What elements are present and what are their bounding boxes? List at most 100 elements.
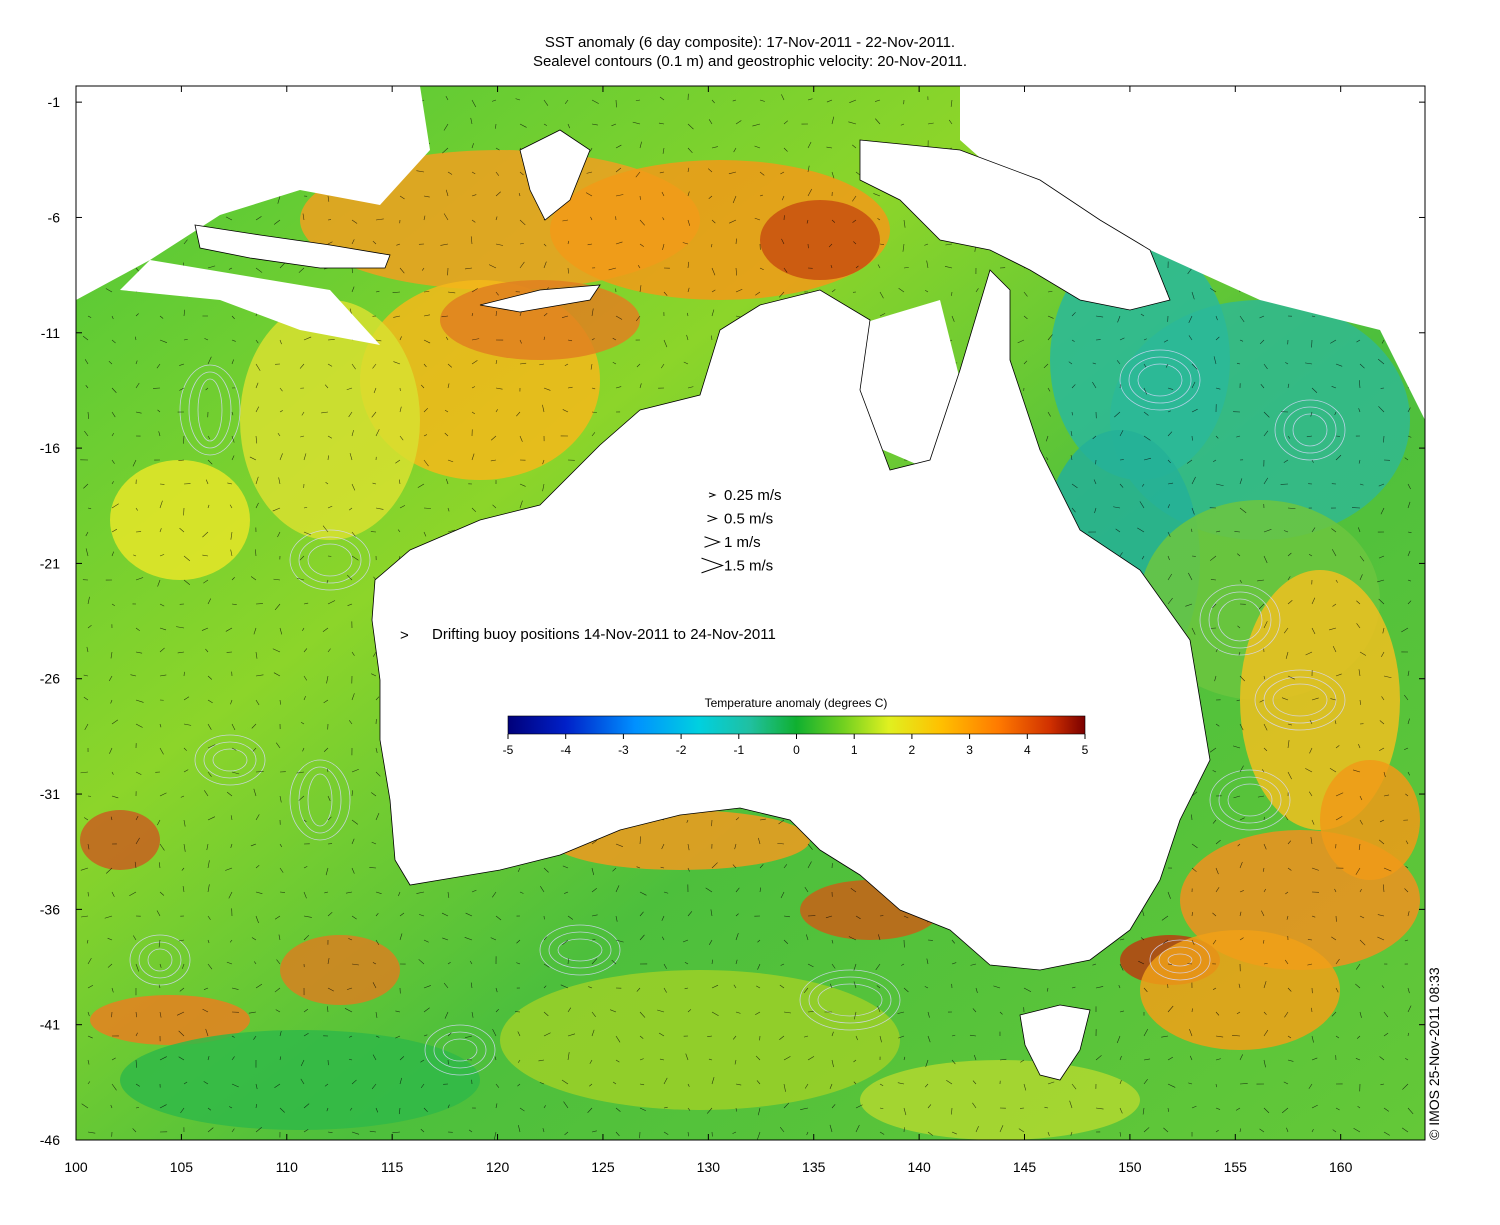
velocity-arrow bbox=[392, 291, 401, 294]
velocity-arrow bbox=[687, 219, 691, 226]
velocity-arrow bbox=[423, 1107, 428, 1113]
velocity-arrow bbox=[158, 431, 161, 437]
velocity-arrow bbox=[375, 1035, 380, 1038]
velocity-arrow bbox=[591, 308, 594, 317]
velocity-arrow bbox=[687, 287, 690, 293]
velocity-arrow bbox=[471, 171, 476, 175]
sealevel-contour bbox=[442, 1038, 478, 1062]
velocity-arrow bbox=[230, 843, 233, 848]
velocity-arrow bbox=[687, 1083, 690, 1087]
velocity-arrow bbox=[755, 1011, 761, 1015]
velocity-arrow bbox=[1018, 1128, 1025, 1133]
velocity-arrow bbox=[1143, 1028, 1149, 1037]
velocity-arrow bbox=[1287, 1035, 1292, 1039]
velocity-arrow bbox=[488, 264, 497, 269]
velocity-arrow bbox=[1071, 312, 1076, 317]
velocity-arrow bbox=[1259, 1128, 1265, 1133]
velocity-arrow bbox=[274, 987, 281, 993]
velocity-arrow bbox=[848, 121, 857, 125]
velocity-arrow bbox=[207, 744, 216, 749]
velocity-arrow bbox=[87, 1131, 96, 1134]
velocity-arrow bbox=[135, 699, 144, 703]
velocity-arrow bbox=[1215, 723, 1220, 727]
velocity-arrow bbox=[848, 936, 857, 941]
velocity-arrow bbox=[1209, 747, 1217, 753]
velocity-arrow bbox=[279, 262, 286, 269]
velocity-arrow bbox=[302, 627, 305, 631]
velocity-arrow bbox=[159, 647, 165, 653]
velocity-arrow bbox=[564, 1131, 569, 1136]
velocity-arrow bbox=[250, 576, 257, 581]
sealevel-contour bbox=[1149, 939, 1211, 981]
velocity-arrow bbox=[447, 1104, 450, 1109]
velocity-arrow bbox=[135, 771, 142, 775]
velocity-arrow bbox=[591, 1011, 596, 1017]
velocity-arrow bbox=[1237, 553, 1241, 557]
velocity-arrow bbox=[1023, 291, 1028, 297]
velocity-arrow bbox=[853, 241, 857, 245]
velocity-arrow bbox=[491, 99, 497, 102]
velocity-arrow bbox=[464, 267, 473, 270]
velocity-arrow bbox=[1308, 1083, 1313, 1089]
velocity-arrow bbox=[519, 1107, 525, 1112]
anomaly-patch bbox=[120, 1030, 480, 1130]
velocity-arrow bbox=[1215, 1058, 1221, 1061]
map-plot-area bbox=[76, 86, 1425, 1140]
velocity-arrow bbox=[351, 768, 359, 773]
velocity-arrow bbox=[255, 267, 263, 273]
velocity-arrow bbox=[608, 267, 617, 271]
velocity-arrow bbox=[759, 864, 764, 869]
velocity-arrow bbox=[111, 719, 119, 725]
velocity-arrow bbox=[1017, 339, 1025, 344]
velocity-arrow bbox=[298, 267, 305, 273]
velocity-arrow bbox=[875, 963, 881, 971]
velocity-legend-label: 0.5 m/s bbox=[724, 511, 773, 528]
velocity-arrow bbox=[1331, 528, 1337, 533]
velocity-arrow bbox=[423, 434, 428, 437]
velocity-arrow bbox=[926, 260, 929, 269]
velocity-arrow bbox=[1210, 288, 1217, 293]
velocity-arrow bbox=[591, 1029, 595, 1037]
velocity-arrow bbox=[327, 795, 331, 802]
velocity-arrow bbox=[351, 915, 357, 920]
velocity-arrow bbox=[327, 339, 335, 341]
velocity-arrow bbox=[180, 795, 185, 798]
velocity-arrow bbox=[1311, 459, 1314, 463]
velocity-arrow bbox=[1383, 794, 1390, 797]
velocity-arrow bbox=[615, 241, 623, 245]
velocity-arrow bbox=[708, 1058, 713, 1061]
velocity-arrow bbox=[420, 1083, 425, 1089]
velocity-arrow bbox=[852, 144, 857, 149]
velocity-arrow bbox=[327, 435, 333, 439]
velocity-arrow bbox=[375, 290, 380, 293]
velocity-arrow bbox=[876, 985, 881, 989]
velocity-arrow bbox=[252, 747, 257, 752]
velocity-arrow bbox=[104, 915, 113, 919]
velocity-arrow bbox=[490, 937, 497, 941]
velocity-arrow bbox=[732, 195, 737, 204]
velocity-arrow bbox=[369, 1130, 377, 1133]
velocity-arrow bbox=[231, 455, 235, 461]
velocity-arrow bbox=[423, 939, 429, 943]
velocity-arrow bbox=[728, 171, 737, 175]
velocity-arrow bbox=[495, 409, 498, 413]
sealevel-contour bbox=[298, 536, 362, 584]
velocity-arrow bbox=[706, 1107, 713, 1114]
colorbar-tick-label: 5 bbox=[1082, 743, 1089, 757]
velocity-arrow bbox=[639, 1035, 644, 1039]
velocity-arrow bbox=[1287, 600, 1293, 605]
velocity-arrow bbox=[829, 983, 833, 989]
velocity-arrow bbox=[135, 1032, 138, 1037]
velocity-arrow bbox=[1305, 768, 1313, 773]
velocity-arrow bbox=[831, 939, 834, 944]
velocity-arrow bbox=[1329, 627, 1337, 631]
velocity-arrow bbox=[1167, 459, 1171, 464]
velocity-arrow bbox=[272, 507, 281, 512]
velocity-arrow bbox=[1043, 363, 1049, 369]
velocity-arrow bbox=[1259, 699, 1265, 703]
velocity-arrow bbox=[635, 99, 641, 102]
velocity-arrow bbox=[87, 315, 92, 318]
velocity-arrow bbox=[1143, 387, 1148, 395]
velocity-arrow bbox=[327, 1006, 329, 1013]
velocity-arrow bbox=[516, 939, 521, 944]
